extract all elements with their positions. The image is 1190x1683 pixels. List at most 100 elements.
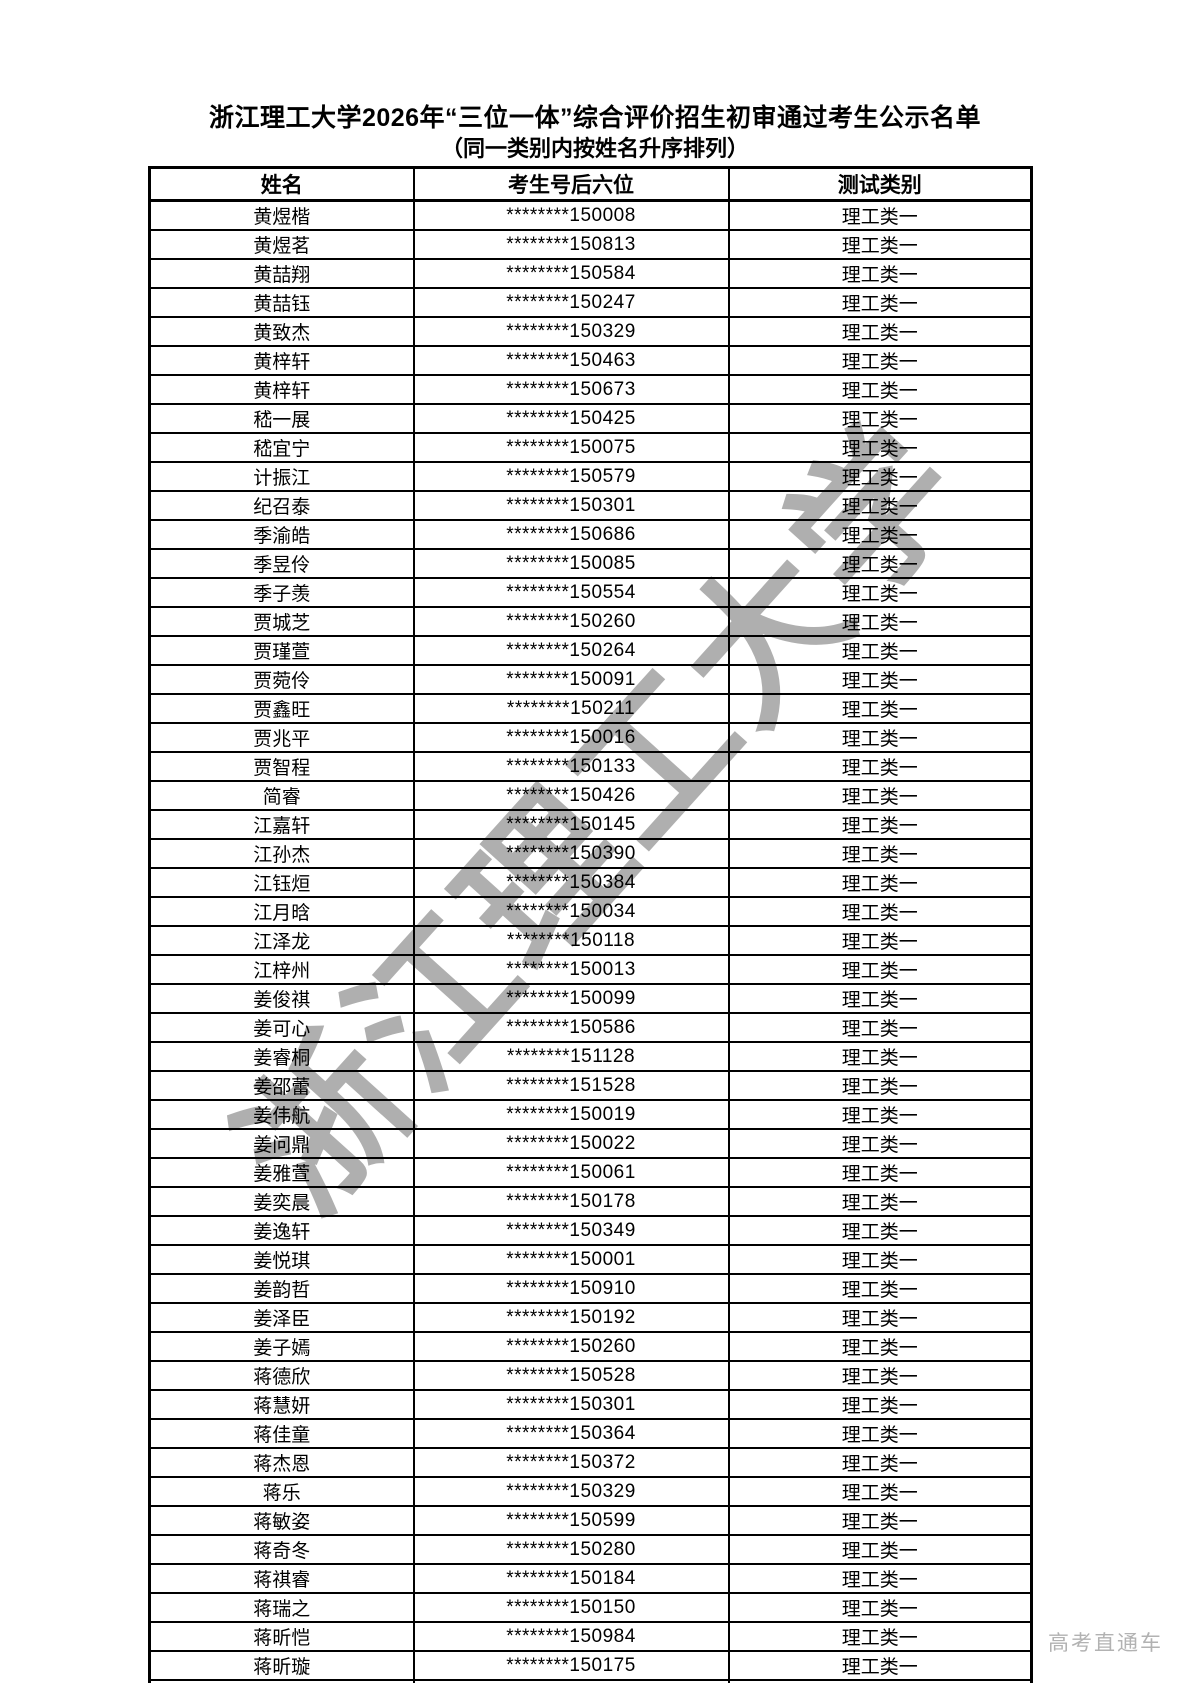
table-row: 江孙杰 ********150390 理工类一 [148, 838, 1033, 869]
test-category: 理工类一 [727, 229, 1033, 260]
test-category: 理工类一 [727, 780, 1033, 811]
candidate-number: ********150673 [412, 374, 730, 405]
candidate-number: ********150260 [412, 1331, 730, 1362]
candidate-name: 江月晗 [148, 896, 415, 927]
candidate-name: 姜睿桐 [148, 1041, 415, 1072]
candidate-number: ********150001 [412, 1244, 730, 1275]
test-category: 理工类一 [727, 1447, 1033, 1478]
candidate-number: ********150091 [412, 664, 730, 695]
page-subtitle: （同一类别内按姓名升序排列） [440, 136, 749, 161]
candidate-number: ********150426 [412, 780, 730, 811]
test-category: 理工类一 [727, 287, 1033, 318]
test-category: 理工类一 [727, 751, 1033, 782]
candidate-name: 姜悦琪 [148, 1244, 415, 1275]
candidate-name: 姜可心 [148, 1012, 415, 1043]
test-category: 理工类一 [727, 1505, 1033, 1536]
candidate-name: 江泽龙 [148, 925, 415, 956]
candidate-number: ********150584 [412, 258, 730, 289]
table-row: 黄致杰 ********150329 理工类一 [148, 316, 1033, 347]
test-category: 理工类一 [727, 316, 1033, 347]
table-row: 蒋奇冬 ********150280 理工类一 [148, 1534, 1033, 1565]
test-category: 理工类一 [727, 374, 1033, 405]
candidate-name: 姜问鼎 [148, 1128, 415, 1159]
test-category: 理工类一 [727, 461, 1033, 492]
table-row: 蒋杰恩 ********150372 理工类一 [148, 1447, 1033, 1478]
table-row: 蒋昕恺 ********150984 理工类一 [148, 1621, 1033, 1652]
test-category: 理工类一 [727, 1360, 1033, 1391]
candidate-number: ********150075 [412, 432, 730, 463]
candidate-name: 姜子嫣 [148, 1331, 415, 1362]
candidate-number: ********150301 [412, 490, 730, 521]
candidate-name: 江嘉轩 [148, 809, 415, 840]
candidate-number: ********150019 [412, 1099, 730, 1130]
test-category: 理工类一 [727, 1157, 1033, 1188]
candidate-name: 贾智程 [148, 751, 415, 782]
candidate-name: 嵇宜宁 [148, 432, 415, 463]
candidate-number: ********150325 [412, 1679, 730, 1683]
candidate-name: 季渝皓 [148, 519, 415, 550]
candidate-name: 姜奕晨 [148, 1186, 415, 1217]
candidate-name: 姜伟航 [148, 1099, 415, 1130]
candidate-number: ********150192 [412, 1302, 730, 1333]
candidate-number: ********150175 [412, 1650, 730, 1681]
test-category: 理工类一 [727, 1331, 1033, 1362]
candidate-name: 蒋昕璇 [148, 1650, 415, 1681]
table-row: 蒋昕璇 ********150175 理工类一 [148, 1650, 1033, 1681]
candidate-number: ********150425 [412, 403, 730, 434]
candidate-number: ********150034 [412, 896, 730, 927]
candidate-number: ********150349 [412, 1215, 730, 1246]
test-category: 理工类一 [727, 693, 1033, 724]
table-row: 嵇一展 ********150425 理工类一 [148, 403, 1033, 434]
candidate-number: ********150260 [412, 606, 730, 637]
candidate-number: ********150184 [412, 1563, 730, 1594]
candidate-number: ********150013 [412, 954, 730, 985]
candidate-number: ********150528 [412, 1360, 730, 1391]
table-row: 姜雅萱 ********150061 理工类一 [148, 1157, 1033, 1188]
candidate-name: 嵇一展 [148, 403, 415, 434]
table-row: 黄煜茗 ********150813 理工类一 [148, 229, 1033, 260]
candidate-name: 季昱伶 [148, 548, 415, 579]
candidate-number: ********150301 [412, 1389, 730, 1420]
test-category: 理工类一 [727, 490, 1033, 521]
test-category: 理工类一 [727, 1244, 1033, 1275]
table-row: 黄梓轩 ********150673 理工类一 [148, 374, 1033, 405]
test-category: 理工类一 [727, 1273, 1033, 1304]
candidate-number: ********150280 [412, 1534, 730, 1565]
candidate-name: 黄梓轩 [148, 374, 415, 405]
test-category: 理工类一 [727, 403, 1033, 434]
test-category: 理工类一 [727, 577, 1033, 608]
table-row: 纪召泰 ********150301 理工类一 [148, 490, 1033, 521]
test-category: 理工类一 [727, 1418, 1033, 1449]
candidate-name: 纪召泰 [148, 490, 415, 521]
table-row: 蒋慧妍 ********150301 理工类一 [148, 1389, 1033, 1420]
candidate-name: 蒋德欣 [148, 1360, 415, 1391]
candidate-name: 贾菀伶 [148, 664, 415, 695]
test-category: 理工类一 [727, 548, 1033, 579]
test-category: 理工类一 [727, 519, 1033, 550]
table-body: 黄煜楷 ********150008 理工类一 黄煜茗 ********150813 理工… [148, 199, 1033, 1683]
test-category: 理工类一 [727, 722, 1033, 753]
test-category: 理工类一 [727, 1070, 1033, 1101]
test-category: 理工类一 [727, 1389, 1033, 1420]
table-row: 江嘉轩 ********150145 理工类一 [148, 809, 1033, 840]
candidate-number: ********150813 [412, 229, 730, 260]
candidates-table: 姓名 考生号后六位 测试类别 黄煜楷 ********150008 理工类一 黄煜茗 *… [148, 166, 1033, 1683]
candidate-name: 黄煜茗 [148, 229, 415, 260]
candidate-number: ********150390 [412, 838, 730, 869]
table-row: 蒋佳童 ********150364 理工类一 [148, 1418, 1033, 1449]
table-row: 贾瑾萱 ********150264 理工类一 [148, 635, 1033, 666]
table-row: 计振江 ********150579 理工类一 [148, 461, 1033, 492]
candidate-name: 蒋瑞之 [148, 1592, 415, 1623]
candidate-name: 蒋佳童 [148, 1418, 415, 1449]
page-title: 浙江理工大学2026年“三位一体”综合评价招生初审通过考生公示名单 [208, 104, 982, 132]
table-row: 贾鑫旺 ********150211 理工类一 [148, 693, 1033, 724]
table-row: 姜可心 ********150586 理工类一 [148, 1012, 1033, 1043]
candidate-name: 蒋昕恺 [148, 1621, 415, 1652]
candidate-name: 贾鑫旺 [148, 693, 415, 724]
table-row: 姜逸轩 ********150349 理工类一 [148, 1215, 1033, 1246]
test-category: 理工类一 [727, 1128, 1033, 1159]
test-category: 理工类一 [727, 258, 1033, 289]
candidate-number: ********150211 [412, 693, 730, 724]
candidate-number: ********150150 [412, 1592, 730, 1623]
test-category: 理工类一 [727, 1186, 1033, 1217]
